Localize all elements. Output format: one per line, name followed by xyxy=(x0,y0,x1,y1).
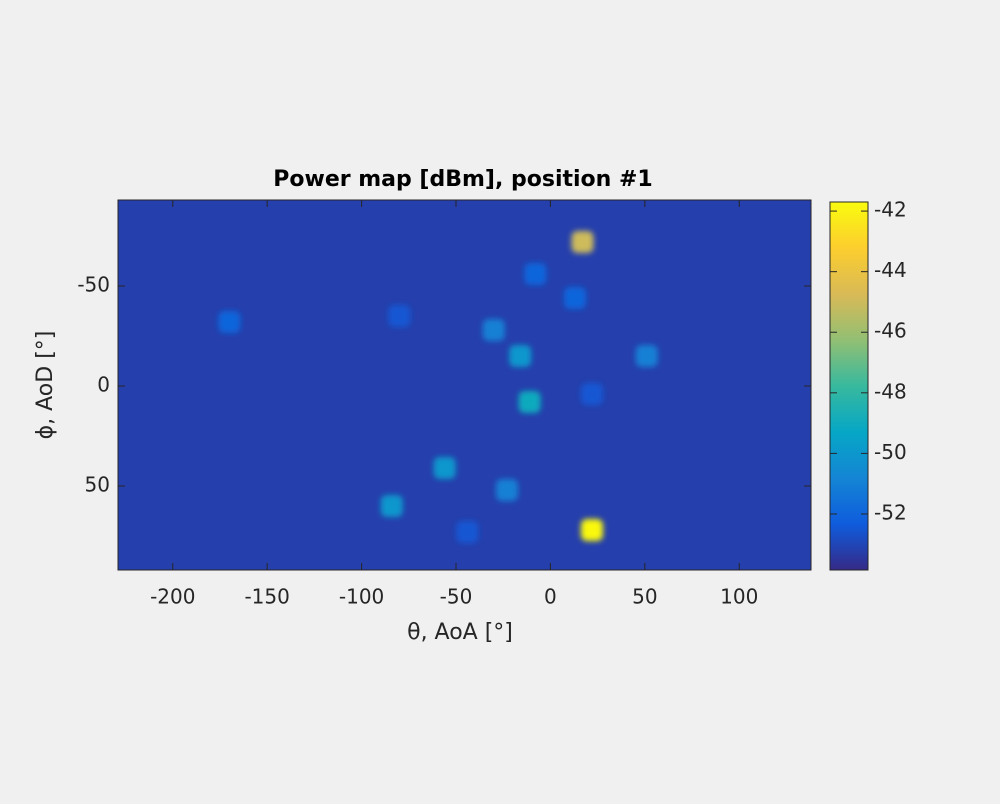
colorbar-tick-label: -44 xyxy=(874,258,907,282)
x-tick-label: -200 xyxy=(150,585,195,609)
colorbar-tick-label: -52 xyxy=(874,500,907,524)
y-tick-label: 50 xyxy=(85,473,110,497)
heatmap-background xyxy=(118,200,811,570)
hotspot xyxy=(635,345,658,367)
hotspot xyxy=(580,519,603,541)
hotspot xyxy=(456,521,479,543)
x-tick-label: 100 xyxy=(720,585,758,609)
colorbar-tick-label: -50 xyxy=(874,440,907,464)
hotspot xyxy=(524,263,547,285)
hotspot xyxy=(482,319,505,341)
y-axis-label: ϕ, AoD [°] xyxy=(33,331,58,440)
hotspot xyxy=(563,287,586,309)
x-tick-label: 50 xyxy=(632,585,657,609)
hotspot xyxy=(433,457,456,479)
hotspot xyxy=(495,479,518,501)
hotspot xyxy=(218,311,241,333)
chart-title: Power map [dBm], position #1 xyxy=(273,167,652,192)
plot-area xyxy=(118,200,811,570)
colorbar xyxy=(829,201,869,571)
colorbar-tick-label: -42 xyxy=(874,198,907,222)
y-tick-label: 0 xyxy=(97,373,110,397)
hotspot xyxy=(518,391,541,413)
x-tick-label: -50 xyxy=(440,585,473,609)
x-tick-label: -150 xyxy=(244,585,289,609)
colorbar-tick-label: -48 xyxy=(874,379,907,403)
x-axis-label: θ, AoA [°] xyxy=(407,620,513,645)
colorbar-tick-label: -46 xyxy=(874,319,907,343)
hotspot xyxy=(380,495,403,517)
hotspot xyxy=(580,383,603,405)
y-tick-label: -50 xyxy=(77,273,110,297)
hotspot xyxy=(509,345,532,367)
hotspot xyxy=(388,305,411,327)
plot-frame xyxy=(117,199,812,571)
hotspot xyxy=(571,231,594,253)
x-tick-label: 0 xyxy=(544,585,557,609)
x-tick-label: -100 xyxy=(339,585,384,609)
